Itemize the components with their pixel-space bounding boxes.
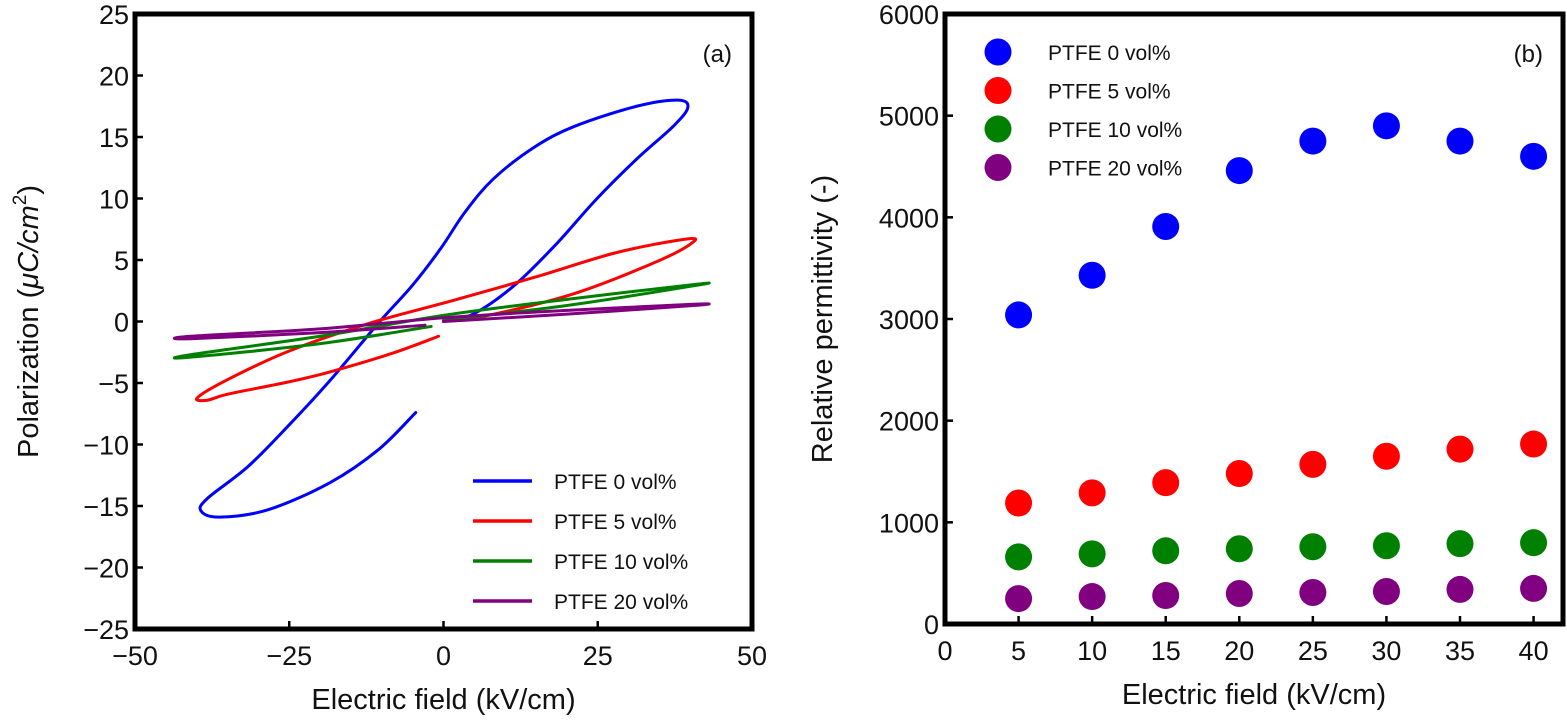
y-tick-label: −20 [83,554,129,584]
y-tick-label: 3000 [879,305,939,335]
x-tick-label: 20 [1224,636,1254,666]
legend-label: PTFE 0 vol% [554,471,677,494]
data-point [1225,535,1253,563]
data-point [1446,435,1474,463]
series-line-3 [172,302,711,341]
legend-label: PTFE 20 vol% [554,591,688,614]
x-axis-label: Electric field (kV/cm) [1122,679,1386,711]
y-tick-label: −25 [83,615,129,645]
y-tick-label: 5 [114,246,129,276]
y-axis-label-close: ) [13,185,45,195]
y-axis-label-unit: μC/cm [13,205,45,290]
data-point [1005,543,1033,571]
y-tick-label: 20 [99,62,129,92]
legend-marker [984,115,1012,143]
data-point [1299,578,1327,606]
series-line-1 [195,236,698,403]
data-point [1152,212,1180,240]
x-tick-label: 0 [937,636,952,666]
plot-frame [132,11,755,632]
data-point [1299,533,1327,561]
y-tick-label: 1000 [879,508,939,538]
data-point [1225,580,1253,607]
data-point [1078,540,1106,568]
x-axis-label: Electric field (kV/cm) [311,684,575,716]
y-tick-label: 0 [114,308,129,338]
data-point [1372,577,1400,605]
legend-label: PTFE 10 vol% [1048,119,1182,142]
y-tick-label: 25 [99,0,129,30]
data-point [1005,585,1033,613]
data-point [1152,469,1180,497]
data-point [1152,582,1180,610]
data-point [1152,537,1180,565]
series-line-2 [172,281,711,360]
data-point [1372,532,1400,560]
data-point [1446,530,1474,558]
y-tick-label: 4000 [879,203,939,233]
data-point [1520,529,1548,557]
x-tick-label: 35 [1445,636,1475,666]
legend-label: PTFE 20 vol% [1048,158,1182,181]
x-tick-label: 10 [1077,636,1107,666]
y-axis-label-superscript: 2 [10,195,31,206]
data-point [1299,127,1327,155]
data-point [1078,479,1106,507]
y-tick-label: 10 [99,185,129,215]
panel-label: (b) [1514,41,1543,68]
data-point [1299,450,1327,478]
x-tick-label: 15 [1151,636,1181,666]
y-tick-label: 5000 [879,102,939,132]
panel-a-hysteresis-chart: −50 −25 0 25 502520151050−5−10−15−20−25Elect… [10,0,767,716]
y-tick-label: 6000 [879,0,939,30]
y-tick-label: 0 [924,610,939,640]
data-point [1520,430,1548,458]
legend-marker [984,154,1012,181]
data-point [1446,575,1474,603]
data-point [1446,127,1474,155]
plot-frame [942,11,1566,627]
x-tick-label: 25 [583,641,613,671]
data-point [1005,301,1033,329]
data-point [1372,112,1400,140]
legend-label: PTFE 5 vol% [554,511,677,534]
y-axis-label: Polarization (μC/cm2) [10,185,45,458]
data-point [1520,574,1548,602]
legend-label: PTFE 5 vol% [1048,81,1171,104]
x-tick-label: 50 [737,641,767,671]
y-tick-label: −5 [98,369,129,399]
legend-marker [984,77,1012,104]
y-tick-label: −15 [83,492,129,522]
x-tick-label: 25 [1298,636,1328,666]
x-tick-label: −25 [266,641,312,671]
series-line-0 [198,98,690,519]
legend-label: PTFE 10 vol% [554,551,688,574]
x-tick-label: 0 [436,641,451,671]
data-point [1225,460,1253,488]
legend-marker [984,38,1012,66]
legend-label: PTFE 0 vol% [1048,42,1171,65]
x-tick-label: 40 [1519,636,1549,666]
y-tick-label: −10 [83,431,129,461]
data-point [1078,261,1106,289]
data-point [1520,142,1548,170]
data-point [1225,157,1253,185]
x-tick-label: 5 [1011,636,1026,666]
x-tick-label: −50 [112,641,158,671]
x-tick-label: 30 [1371,636,1401,666]
panel-b-permittivity-chart: 0 5 10 15 20 25 30 35 40 0 1000 2000 3000 4000 5000 600… [807,0,1566,711]
y-tick-label: 15 [99,123,129,153]
panel-label: (a) [703,41,732,68]
y-axis-label-text: Polarization ( [13,288,45,458]
data-point [1005,489,1033,517]
data-point [1372,442,1400,470]
y-axis-label: Relative permittivity (-) [807,175,839,463]
data-point [1078,583,1106,611]
y-tick-label: 2000 [879,407,939,437]
